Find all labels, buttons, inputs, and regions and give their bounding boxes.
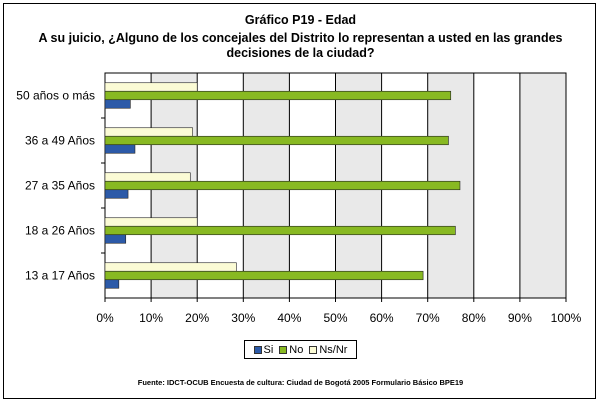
legend-item-nsnr: Ns/Nr	[309, 344, 347, 356]
bar-no	[104, 90, 452, 101]
x-tick-label: 20%	[185, 311, 209, 325]
x-tick-label: 50%	[323, 311, 347, 325]
bar-si	[104, 144, 136, 154]
bar-nsnr	[104, 262, 237, 272]
bar-no	[104, 180, 461, 191]
legend-item-si: Si	[253, 344, 273, 356]
category-label: 36 a 49 Años	[25, 134, 95, 148]
x-tick-label: 100%	[551, 311, 582, 325]
bar-si	[104, 99, 131, 109]
source-note: Fuente: IDCT-OCUB Encuesta de cultura: C…	[137, 378, 464, 387]
x-tick-label: 90%	[508, 311, 532, 325]
bar-no	[104, 225, 456, 236]
x-tick-label: 80%	[462, 311, 486, 325]
bar-si	[104, 279, 120, 289]
category-label: 18 a 26 Años	[25, 224, 95, 238]
category-label: 13 a 17 Años	[25, 269, 95, 283]
bar-si	[104, 234, 127, 244]
legend: Si No Ns/Nr	[244, 340, 357, 359]
chart-title: Gráfico P19 - Edad	[244, 13, 357, 27]
bar-si	[104, 189, 129, 199]
x-tick-label: 0%	[96, 311, 114, 325]
bar-no	[104, 270, 424, 281]
bar-no	[104, 135, 449, 146]
legend-item-no: No	[279, 344, 303, 356]
x-tick-label: 70%	[416, 311, 440, 325]
category-label: 50 años o más	[16, 89, 95, 103]
bar-nsnr	[104, 127, 193, 137]
x-tick-label: 40%	[277, 311, 301, 325]
bar-nsnr	[104, 172, 191, 182]
grid-band	[519, 73, 566, 298]
x-tick-label: 10%	[139, 311, 163, 325]
chart-subtitle-line2: decisiones de la ciudad?	[226, 46, 375, 60]
x-tick-label: 60%	[370, 311, 394, 325]
category-label: 27 a 35 Años	[25, 179, 95, 193]
chart-subtitle-line1: A su juicio, ¿Alguno de los concejales d…	[38, 31, 563, 45]
x-tick-label: 30%	[231, 311, 255, 325]
bar-nsnr	[104, 217, 198, 227]
bar-nsnr	[104, 82, 198, 92]
